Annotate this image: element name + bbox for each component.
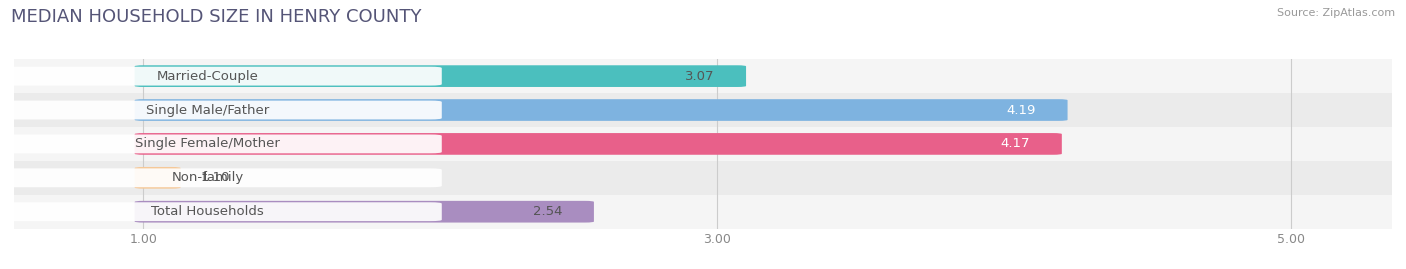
Text: 4.19: 4.19 bbox=[1007, 104, 1036, 116]
FancyBboxPatch shape bbox=[0, 101, 441, 119]
Text: Single Male/Father: Single Male/Father bbox=[146, 104, 270, 116]
Bar bbox=[14, 127, 1392, 161]
FancyBboxPatch shape bbox=[135, 167, 180, 189]
Text: Single Female/Mother: Single Female/Mother bbox=[135, 137, 280, 150]
Text: 1.10: 1.10 bbox=[201, 171, 231, 184]
FancyBboxPatch shape bbox=[0, 134, 441, 153]
FancyBboxPatch shape bbox=[0, 67, 441, 86]
Text: 3.07: 3.07 bbox=[685, 70, 714, 83]
Text: Source: ZipAtlas.com: Source: ZipAtlas.com bbox=[1277, 8, 1395, 18]
FancyBboxPatch shape bbox=[0, 202, 441, 221]
Bar bbox=[14, 59, 1392, 93]
Bar bbox=[14, 93, 1392, 127]
Text: 2.54: 2.54 bbox=[533, 205, 562, 218]
Text: Married-Couple: Married-Couple bbox=[157, 70, 259, 83]
Text: 4.17: 4.17 bbox=[1001, 137, 1031, 150]
Text: MEDIAN HOUSEHOLD SIZE IN HENRY COUNTY: MEDIAN HOUSEHOLD SIZE IN HENRY COUNTY bbox=[11, 8, 422, 26]
FancyBboxPatch shape bbox=[135, 133, 1062, 155]
Bar bbox=[14, 161, 1392, 195]
FancyBboxPatch shape bbox=[135, 65, 747, 87]
FancyBboxPatch shape bbox=[135, 201, 593, 222]
Text: Non-family: Non-family bbox=[172, 171, 245, 184]
Bar bbox=[14, 195, 1392, 229]
FancyBboxPatch shape bbox=[135, 99, 1067, 121]
FancyBboxPatch shape bbox=[0, 168, 441, 187]
Text: Total Households: Total Households bbox=[152, 205, 264, 218]
